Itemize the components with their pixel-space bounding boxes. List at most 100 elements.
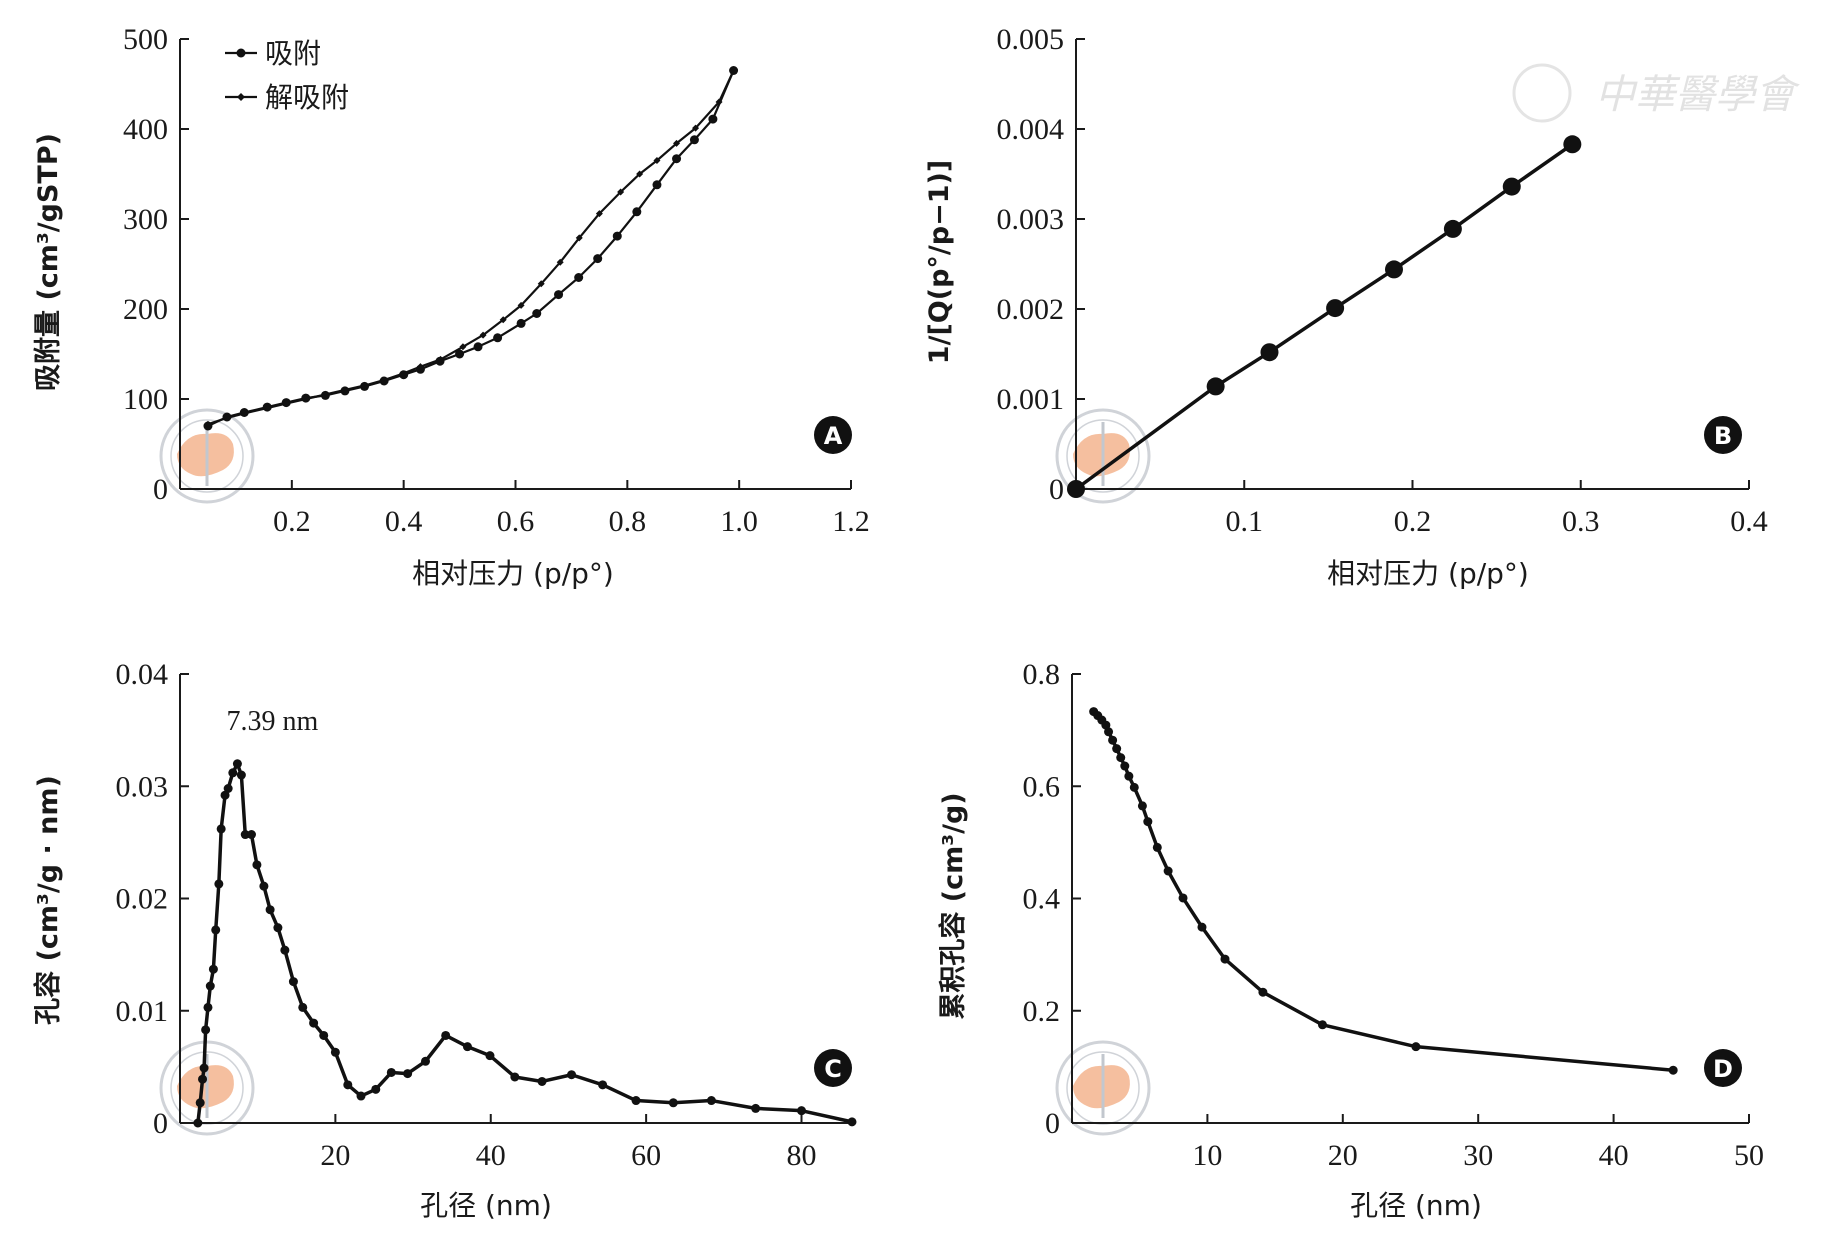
data-point [575, 234, 583, 242]
data-point [715, 98, 723, 106]
data-point [203, 1002, 213, 1012]
x-tick-label: 1.0 [720, 505, 758, 538]
data-point [459, 343, 467, 351]
data-point [567, 1070, 577, 1080]
x-tick-label: 0.6 [497, 505, 535, 538]
data-point [485, 1051, 495, 1061]
data-point [1101, 720, 1111, 730]
panel-badge-label: B [1714, 422, 1732, 450]
y-tick-label: 0 [153, 473, 168, 506]
data-point [1206, 377, 1225, 396]
legend-item: 吸附 [225, 37, 321, 70]
panel-badge [814, 1049, 852, 1087]
data-point [598, 1080, 608, 1090]
data-point [380, 376, 388, 384]
y-tick-label: 0.03 [116, 770, 169, 803]
y-tick-label: 0 [153, 1107, 168, 1140]
y-tick-label: 0.002 [997, 293, 1065, 326]
data-point [479, 331, 487, 339]
data-point [689, 135, 699, 145]
data-point [532, 309, 542, 318]
data-point [1137, 801, 1147, 811]
seal-inner-ring [170, 419, 244, 493]
data-point [1443, 219, 1462, 238]
data-point [510, 1072, 520, 1082]
data-point [1258, 987, 1268, 997]
y-tick-label: 0.01 [116, 995, 169, 1028]
y-tick-label: 0.004 [997, 113, 1065, 146]
y-tick-label: 100 [123, 383, 168, 416]
y-tick-label: 0.6 [1023, 770, 1061, 803]
x-axis-title: 相对压力 (p/p°) [412, 557, 614, 590]
legend-marker [236, 48, 246, 58]
y-tick-label: 0.8 [1023, 658, 1061, 691]
data-point [537, 280, 545, 288]
seal-map [1073, 433, 1130, 477]
data-point [361, 382, 369, 389]
legend-label: 吸附 [265, 37, 321, 70]
data-point [232, 759, 242, 769]
data-point [205, 981, 215, 991]
data-point [554, 290, 564, 300]
data-point [330, 1047, 340, 1057]
x-tick-label: 0.3 [1562, 505, 1600, 538]
data-point [706, 1096, 716, 1106]
chart-panel-b: 0 0.001 0.002 0.003 0.004 0.005 0.1 0.2 0.3 0.4 相对… [924, 23, 1768, 590]
data-point [223, 414, 231, 422]
data-point [751, 1103, 761, 1113]
data-point [208, 964, 218, 974]
watermark-seal-icon [1055, 1040, 1151, 1136]
watermark-seal-icon [1055, 408, 1151, 504]
data-point [556, 258, 564, 266]
watermark-seal-icon [159, 408, 255, 504]
x-tick-label: 0.2 [1394, 505, 1432, 538]
y-tick-label: 0.04 [116, 658, 169, 691]
x-tick-label: 1.2 [832, 505, 870, 538]
x-tick-label: 40 [476, 1139, 506, 1172]
y-tick-label: 0 [1045, 1107, 1060, 1140]
y-axis-title: 孔容 (cm³/g · nm) [32, 775, 64, 1025]
data-point [273, 923, 283, 933]
data-point [223, 783, 233, 793]
data-point [672, 154, 682, 164]
data-point [462, 1042, 472, 1052]
y-tick-label: 0.005 [997, 23, 1065, 56]
data-point [617, 188, 625, 196]
data-point [653, 157, 661, 164]
data-point [1152, 842, 1162, 852]
y-axis-title: 1/[Q(p°/p−1)] [924, 160, 955, 364]
data-point [595, 210, 603, 218]
legend-marker [237, 93, 245, 101]
data-point [1384, 260, 1403, 279]
y-tick-label: 0.003 [997, 203, 1065, 236]
series-line-2 [207, 70, 735, 426]
x-tick-label: 60 [631, 1139, 661, 1172]
series-line-1 [1074, 142, 1574, 491]
x-tick-label: 20 [320, 1139, 350, 1172]
data-point [341, 386, 349, 394]
data-point [1220, 954, 1230, 964]
data-point [420, 1056, 430, 1066]
data-point [1129, 782, 1139, 792]
watermark-top-right: 中華醫學會 [1512, 63, 1800, 123]
y-tick-label: 0 [1049, 473, 1064, 506]
data-point [309, 1018, 319, 1028]
panel-badge-label: D [1713, 1055, 1733, 1083]
data-point [517, 301, 525, 309]
data-point [708, 114, 718, 124]
data-point [632, 207, 642, 217]
peak-annotation: 7.39 nm [227, 706, 319, 737]
data-point [441, 1030, 451, 1040]
data-point [386, 1067, 396, 1077]
data-point [343, 1080, 353, 1090]
data-point [240, 409, 248, 417]
legend-label: 解吸附 [265, 81, 349, 114]
data-point [1112, 744, 1122, 754]
y-tick-label: 500 [123, 23, 168, 56]
panel-badge-label: A [824, 422, 843, 450]
panel-badge [814, 416, 852, 454]
legend-item: 解吸附 [225, 81, 349, 114]
data-point [1317, 1020, 1327, 1030]
data-point [211, 925, 221, 935]
